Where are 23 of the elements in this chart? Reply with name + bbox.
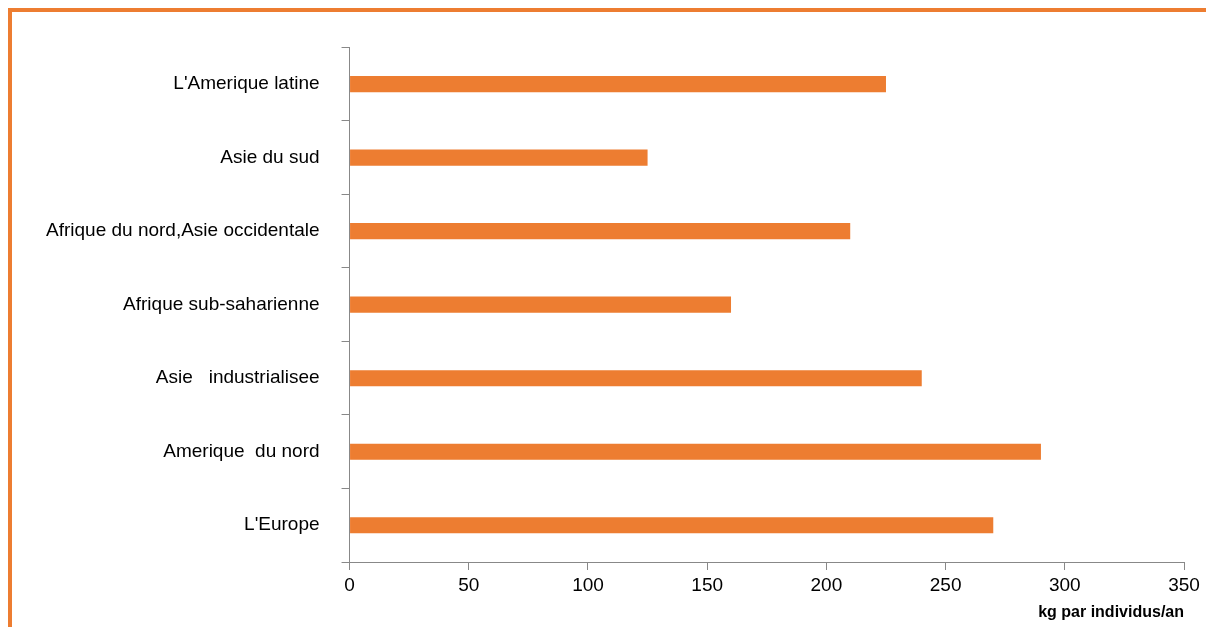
bar [350, 223, 851, 240]
bar [350, 443, 1041, 460]
y-tick-label: Amerique du nord [163, 439, 320, 461]
x-tick-label: 0 [344, 573, 355, 595]
y-tick-label: Afrique sub-saharienne [123, 292, 320, 314]
bar [350, 517, 994, 534]
x-tick-label: 300 [1048, 573, 1081, 595]
y-tick-label: Afrique du nord,Asie occidentale [46, 219, 320, 241]
x-axis-title: kg par individus/an [1038, 602, 1184, 620]
x-tick-label: 100 [572, 573, 604, 595]
bar [350, 296, 732, 313]
bar [350, 149, 648, 166]
x-tick-label: 200 [810, 573, 843, 595]
bar [350, 76, 886, 93]
x-tick-label: 150 [691, 573, 724, 595]
x-tick-label: 250 [929, 573, 962, 595]
y-tick-label: L'Europe [244, 513, 320, 535]
x-tick-label: 50 [458, 573, 480, 595]
x-tick-label: 350 [1168, 573, 1200, 595]
y-tick-label: Asie industrialisee [155, 366, 320, 388]
bar [350, 370, 922, 387]
y-tick-label: Asie du sud [220, 145, 320, 167]
y-tick-label: L'Amerique latine [173, 72, 320, 94]
